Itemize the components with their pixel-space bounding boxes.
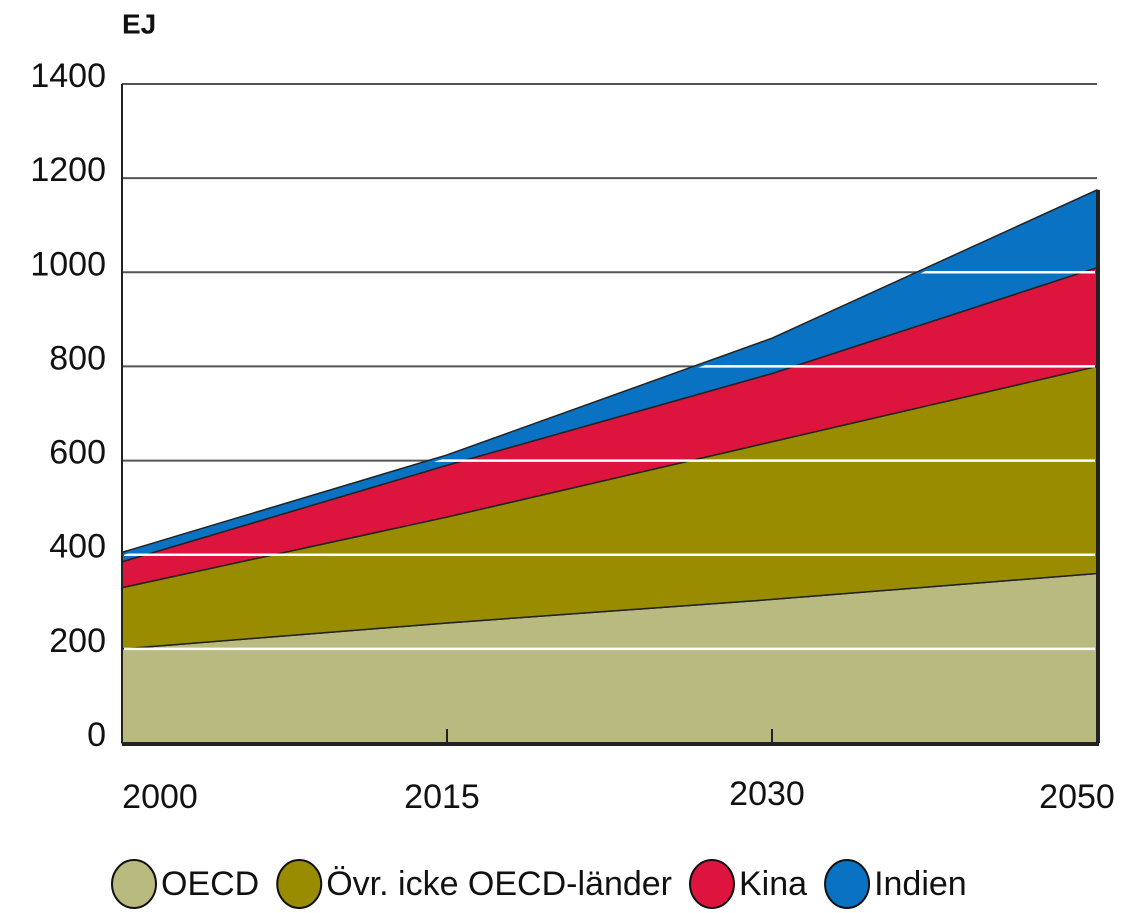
- x-tick-label: 2000: [122, 778, 198, 816]
- x-tick-label: 2050: [1039, 778, 1115, 816]
- legend-label: Kina: [739, 865, 807, 903]
- x-tick-label: 2030: [729, 775, 805, 813]
- x-tick-label: 2015: [404, 778, 480, 816]
- legend-swatch: [276, 859, 323, 909]
- y-tick-label: 1000: [30, 245, 106, 283]
- legend-swatch: [689, 859, 735, 909]
- y-tick-label: 1400: [30, 57, 106, 95]
- y-axis-label: EJ: [122, 8, 156, 39]
- legend-swatch: [824, 859, 871, 909]
- y-tick-label: 400: [49, 528, 106, 566]
- y-tick-label: 800: [49, 339, 106, 377]
- legend-label: Indien: [874, 865, 967, 903]
- y-tick-label: 1200: [30, 151, 106, 189]
- y-tick-label: 600: [49, 434, 106, 472]
- legend-label: OECD: [161, 865, 259, 903]
- legend-swatch: [111, 859, 157, 909]
- y-tick-label: 200: [49, 622, 106, 660]
- legend-label: Övr. icke OECD-länder: [326, 865, 672, 903]
- y-tick-label: 0: [87, 716, 106, 754]
